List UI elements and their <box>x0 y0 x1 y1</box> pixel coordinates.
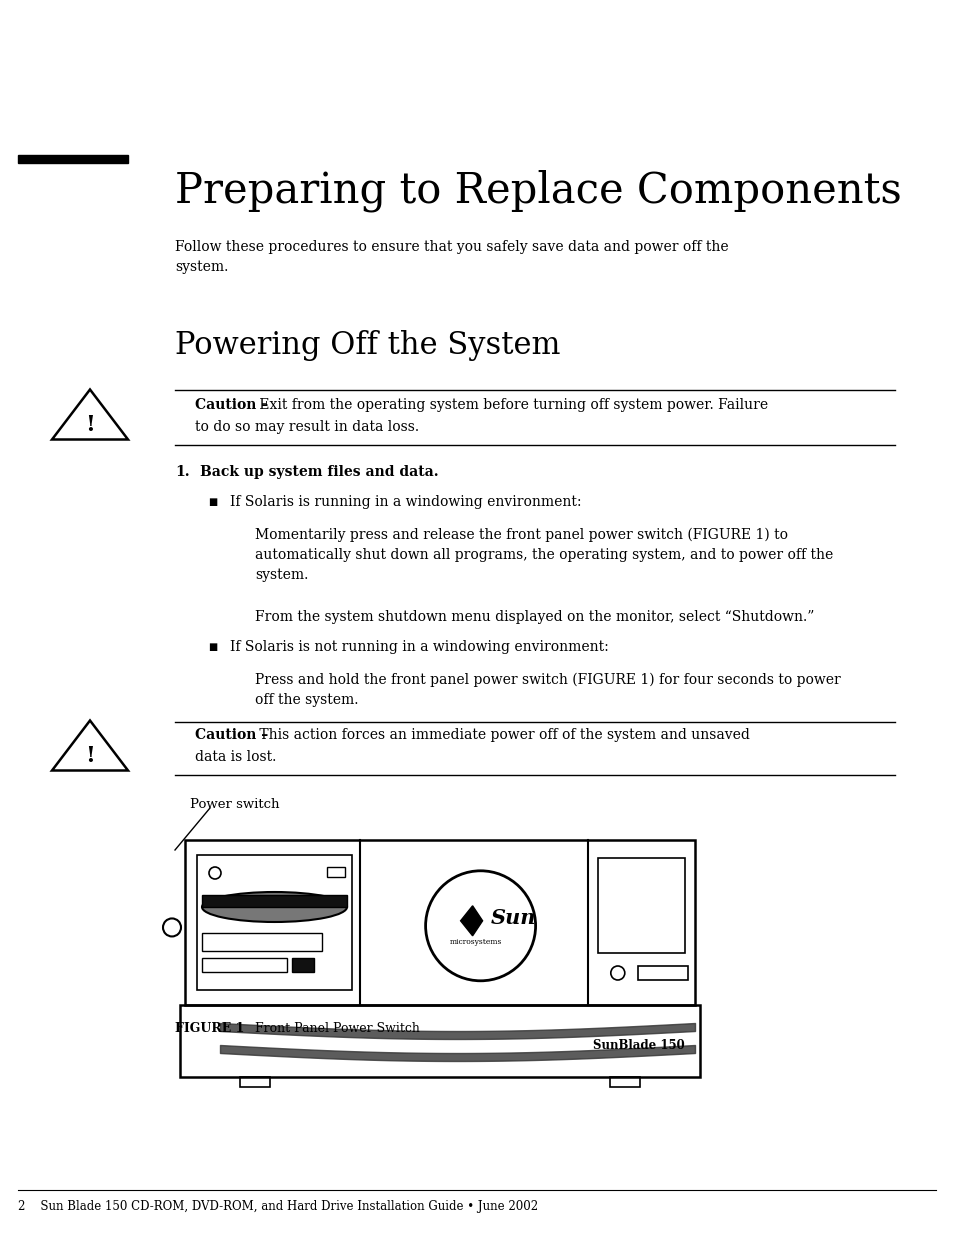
Bar <box>327 867 345 877</box>
Bar <box>638 966 687 981</box>
Text: Powering Off the System: Powering Off the System <box>174 330 560 361</box>
Text: microsystems: microsystems <box>449 937 501 946</box>
Text: Momentarily press and release the front panel power switch (FIGURE 1) to
automat: Momentarily press and release the front … <box>254 529 832 583</box>
Text: Power switch: Power switch <box>190 798 279 811</box>
Bar <box>185 840 695 1005</box>
Bar <box>180 1005 700 1077</box>
Text: ■: ■ <box>208 642 217 652</box>
Text: !: ! <box>85 745 95 767</box>
Bar <box>609 1077 639 1087</box>
Text: FIGURE 1: FIGURE 1 <box>174 1023 244 1035</box>
Bar <box>598 858 684 953</box>
Text: From the system shutdown menu displayed on the monitor, select “Shutdown.”: From the system shutdown menu displayed … <box>254 610 814 624</box>
Polygon shape <box>460 905 482 936</box>
Text: 1.: 1. <box>174 466 190 479</box>
Bar <box>240 1077 270 1087</box>
Bar <box>202 895 347 906</box>
Ellipse shape <box>202 892 347 923</box>
Text: Follow these procedures to ensure that you safely save data and power off the
sy: Follow these procedures to ensure that y… <box>174 240 728 274</box>
Bar <box>202 932 322 951</box>
Text: !: ! <box>85 414 95 436</box>
Text: This action forces an immediate power off of the system and unsaved: This action forces an immediate power of… <box>254 727 749 742</box>
Text: Caution –: Caution – <box>194 727 268 742</box>
Text: ■: ■ <box>208 496 217 508</box>
Text: 2    Sun Blade 150 CD-ROM, DVD-ROM, and Hard Drive Installation Guide • June 200: 2 Sun Blade 150 CD-ROM, DVD-ROM, and Har… <box>18 1200 537 1213</box>
Bar <box>292 958 314 972</box>
Text: Caution –: Caution – <box>194 398 268 412</box>
Bar <box>18 156 128 163</box>
Text: Exit from the operating system before turning off system power. Failure: Exit from the operating system before tu… <box>254 398 767 412</box>
Text: If Solaris is not running in a windowing environment:: If Solaris is not running in a windowing… <box>230 640 608 655</box>
Text: Front Panel Power Switch: Front Panel Power Switch <box>254 1023 419 1035</box>
Bar <box>196 855 352 990</box>
Text: SunBlade 150: SunBlade 150 <box>593 1039 684 1052</box>
Text: data is lost.: data is lost. <box>194 750 276 764</box>
Bar <box>202 958 287 972</box>
Text: Press and hold the front panel power switch (FIGURE 1) for four seconds to power: Press and hold the front panel power swi… <box>254 673 840 708</box>
Text: If Solaris is running in a windowing environment:: If Solaris is running in a windowing env… <box>230 495 581 509</box>
Text: Back up system files and data.: Back up system files and data. <box>200 466 438 479</box>
Text: Sun: Sun <box>490 908 536 927</box>
Text: Preparing to Replace Components: Preparing to Replace Components <box>174 170 901 212</box>
Text: to do so may result in data loss.: to do so may result in data loss. <box>194 420 418 433</box>
